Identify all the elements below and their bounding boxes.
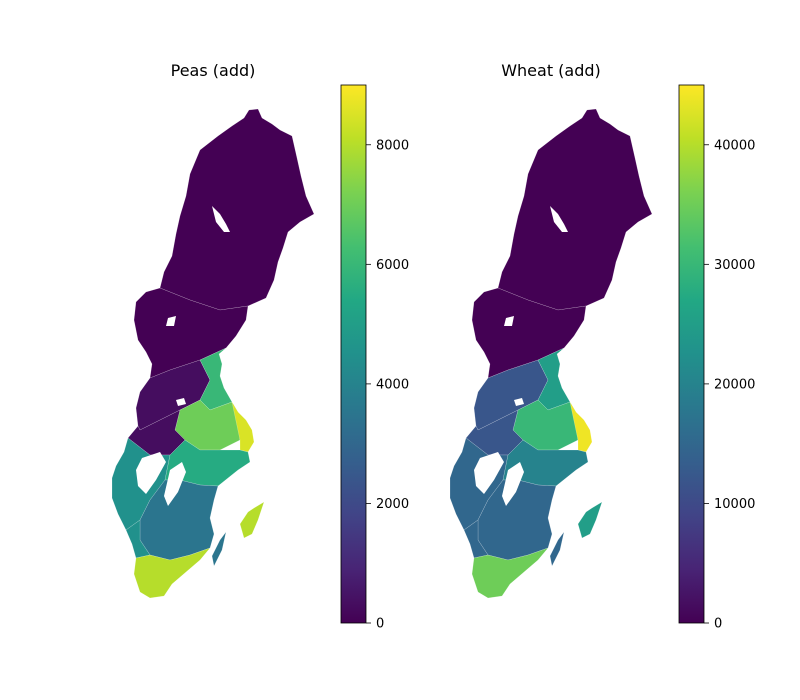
lake <box>166 316 176 326</box>
region-north <box>497 108 653 311</box>
region-central_east <box>537 347 571 411</box>
colorbar-tick-label: 4000 <box>376 377 409 392</box>
region-skane <box>471 547 549 599</box>
lake <box>176 398 186 406</box>
region-stockholm_uppsala <box>569 401 593 453</box>
lake <box>136 452 166 494</box>
colorbar-tick-label: 0 <box>714 617 722 632</box>
sweden-map <box>111 108 315 599</box>
region-stockholm_uppsala <box>231 401 255 453</box>
map-title: Wheat (add) <box>501 61 601 80</box>
colorbar-tick-label: 8000 <box>376 138 409 153</box>
map-panel-peas: Peas (add) 0 2000 4000 6000 8000 <box>111 61 409 632</box>
lake <box>550 206 568 232</box>
region-central_east <box>199 347 233 411</box>
colorbar-tick-label: 40000 <box>714 138 755 153</box>
lake <box>212 206 230 232</box>
colorbar-tick-label: 20000 <box>714 377 755 392</box>
sweden-map <box>449 108 653 599</box>
colorbar-gradient <box>678 84 705 624</box>
lake <box>502 462 524 506</box>
colorbar-tick-label: 0 <box>376 617 384 632</box>
colorbar-tick-label: 10000 <box>714 497 755 512</box>
colorbar: 0 2000 4000 6000 8000 <box>340 84 409 632</box>
colorbar-tick-label: 30000 <box>714 258 755 273</box>
region-skane <box>133 547 211 599</box>
lake <box>474 452 504 494</box>
colorbar-gradient <box>340 84 367 624</box>
lake <box>514 398 524 406</box>
region-smaland <box>211 531 227 567</box>
colorbar-tick-label: 6000 <box>376 258 409 273</box>
lake <box>164 462 186 506</box>
map-panel-wheat: Wheat (add) 0 10000 20000 30000 40000 <box>449 61 755 632</box>
lake <box>504 316 514 326</box>
region-gotland <box>239 501 265 539</box>
colorbar: 0 10000 20000 30000 40000 <box>678 84 755 632</box>
colorbar-tick-label: 2000 <box>376 497 409 512</box>
region-gotland <box>577 501 603 539</box>
region-north <box>159 108 315 311</box>
map-title: Peas (add) <box>171 61 256 80</box>
region-smaland <box>549 531 565 567</box>
